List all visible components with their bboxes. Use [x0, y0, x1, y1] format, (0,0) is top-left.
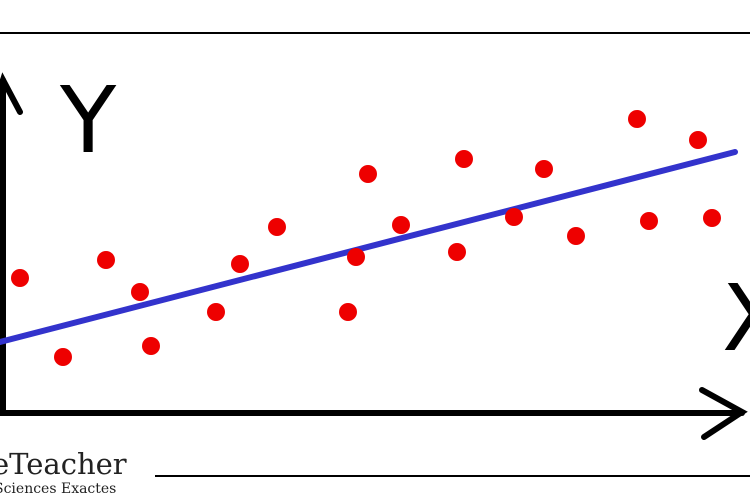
point [689, 131, 707, 149]
point [142, 337, 160, 355]
point [505, 208, 523, 226]
point [54, 348, 72, 366]
point [347, 248, 365, 266]
x-arrow [699, 387, 748, 440]
point [640, 212, 658, 230]
point [567, 227, 585, 245]
point [455, 150, 473, 168]
y-axis-label: Y [59, 67, 117, 174]
trend-line [0, 149, 738, 345]
point [703, 209, 721, 227]
axes [0, 72, 748, 440]
point [628, 110, 646, 128]
logo-name: eTeacher [0, 447, 127, 481]
point [359, 165, 377, 183]
logo-tagline: Sciences Exactes [0, 481, 116, 497]
point [97, 251, 115, 269]
point [268, 218, 286, 236]
point [392, 216, 410, 234]
point [448, 243, 466, 261]
point [231, 255, 249, 273]
point [535, 160, 553, 178]
y-arrow [0, 72, 23, 115]
point [339, 303, 357, 321]
point [207, 303, 225, 321]
point [131, 283, 149, 301]
x-axis-label: X [722, 265, 750, 372]
point [11, 269, 29, 287]
